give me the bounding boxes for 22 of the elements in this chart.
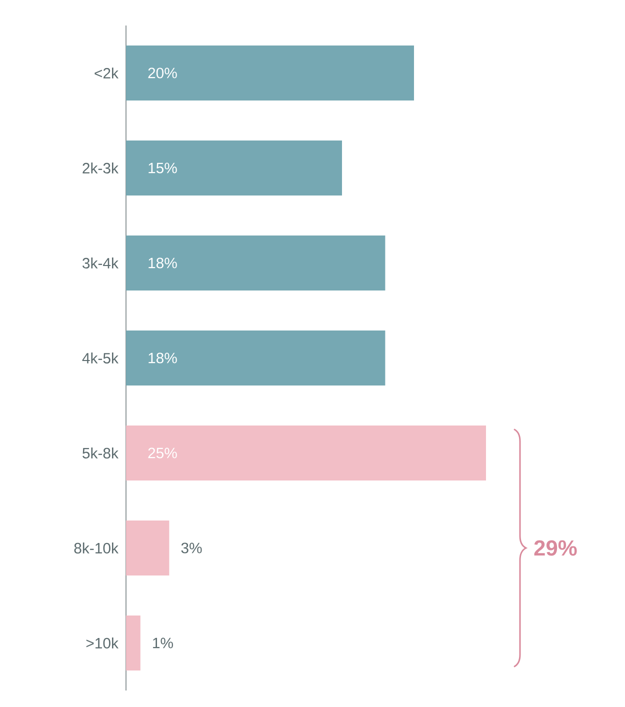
data-label: 25% xyxy=(148,448,177,458)
data-label: 1% xyxy=(153,638,173,648)
y-tick-label: 3k-4k xyxy=(82,258,118,268)
data-label: 15% xyxy=(148,162,177,174)
data-label: 18% xyxy=(148,258,177,268)
y-tick-label: <2k xyxy=(94,68,118,78)
y-tick-label: 5k-8k xyxy=(82,448,118,458)
y-tick-label: 4k-5k xyxy=(82,352,118,364)
bar xyxy=(126,236,386,290)
y-tick-label: 8k-10k xyxy=(74,542,118,554)
bar xyxy=(126,46,414,101)
data-label: 3% xyxy=(181,542,202,554)
text: 29% xyxy=(534,540,577,556)
y-tick-label: >10k xyxy=(86,638,118,648)
bar xyxy=(126,616,140,670)
data-label: 18% xyxy=(148,352,177,364)
bar xyxy=(126,426,486,481)
bar xyxy=(126,520,170,576)
bar xyxy=(126,140,342,196)
bar xyxy=(126,330,386,386)
y-tick-label: 2k-3k xyxy=(82,162,118,174)
data-label: 20% xyxy=(148,68,177,78)
